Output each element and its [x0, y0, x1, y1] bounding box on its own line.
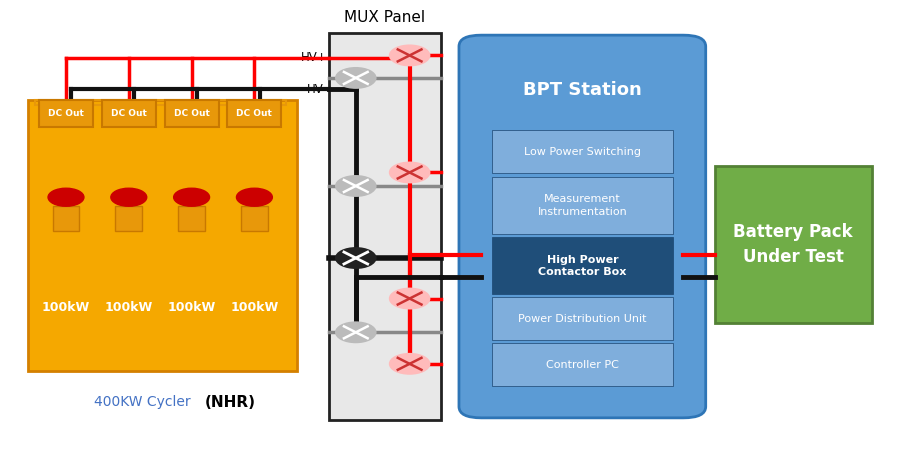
Text: High Power
Contactor Box: High Power Contactor Box [538, 255, 626, 277]
FancyBboxPatch shape [715, 166, 872, 323]
Circle shape [174, 188, 210, 206]
FancyBboxPatch shape [241, 206, 268, 231]
Text: HV+: HV+ [301, 51, 327, 64]
Circle shape [237, 188, 273, 206]
Circle shape [390, 45, 429, 65]
FancyBboxPatch shape [492, 237, 672, 294]
Circle shape [336, 176, 375, 196]
Circle shape [390, 354, 429, 374]
Text: Power Distribution Unit: Power Distribution Unit [518, 314, 646, 324]
Text: Low Power Switching: Low Power Switching [524, 147, 641, 157]
Text: DC Out: DC Out [48, 109, 84, 118]
Circle shape [48, 188, 84, 206]
FancyBboxPatch shape [102, 100, 156, 127]
Text: DC Out: DC Out [237, 109, 273, 118]
FancyBboxPatch shape [492, 130, 672, 173]
FancyBboxPatch shape [52, 206, 79, 231]
Circle shape [336, 68, 375, 88]
Text: 100kW: 100kW [104, 301, 153, 314]
Text: 100kW: 100kW [42, 301, 90, 314]
Text: MUX Panel: MUX Panel [345, 10, 426, 24]
FancyBboxPatch shape [492, 297, 672, 340]
FancyBboxPatch shape [165, 100, 219, 127]
Circle shape [336, 323, 375, 342]
Text: Controller PC: Controller PC [546, 361, 619, 371]
FancyBboxPatch shape [328, 33, 441, 420]
FancyBboxPatch shape [39, 100, 93, 127]
FancyBboxPatch shape [492, 177, 672, 233]
Text: Measurement
Instrumentation: Measurement Instrumentation [537, 194, 627, 217]
Circle shape [390, 289, 429, 308]
Circle shape [111, 188, 147, 206]
Text: DC Out: DC Out [174, 109, 210, 118]
Text: 100kW: 100kW [167, 301, 216, 314]
Text: 400KW Cycler: 400KW Cycler [94, 395, 195, 409]
FancyBboxPatch shape [459, 35, 706, 418]
Text: BPT Station: BPT Station [523, 81, 642, 99]
FancyBboxPatch shape [28, 101, 298, 371]
Text: DC Out: DC Out [111, 109, 147, 118]
Circle shape [336, 248, 375, 268]
Text: (NHR): (NHR) [204, 395, 256, 410]
FancyBboxPatch shape [228, 100, 282, 127]
Text: Battery Pack
Under Test: Battery Pack Under Test [734, 223, 853, 266]
FancyBboxPatch shape [178, 206, 205, 231]
Text: HV-: HV- [307, 83, 327, 96]
FancyBboxPatch shape [492, 343, 672, 386]
Text: 100kW: 100kW [230, 301, 278, 314]
FancyBboxPatch shape [115, 206, 142, 231]
Circle shape [390, 163, 429, 183]
